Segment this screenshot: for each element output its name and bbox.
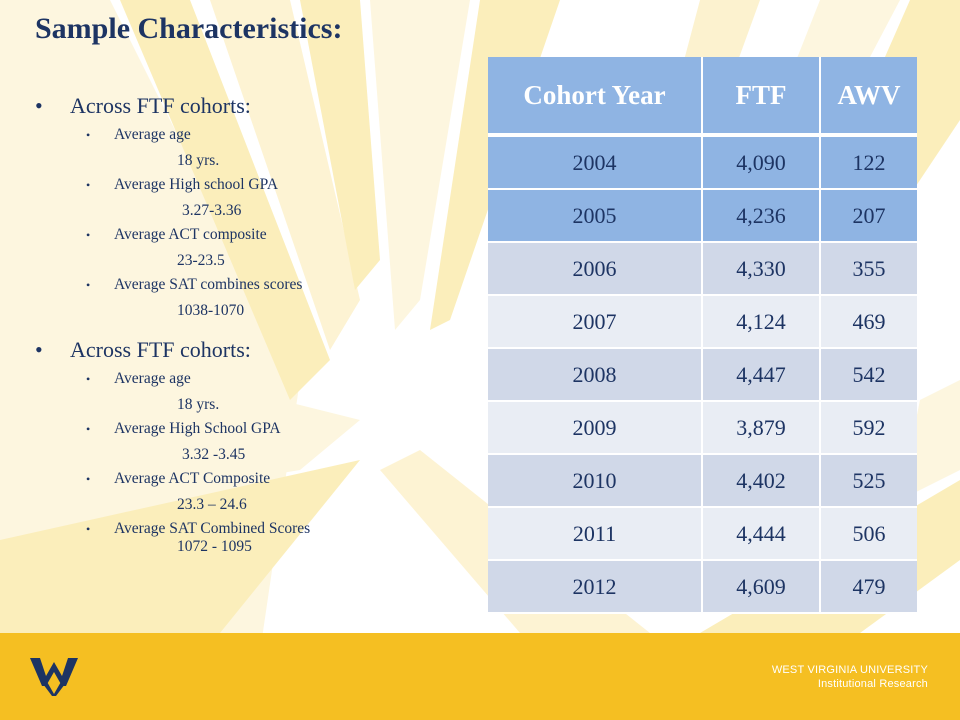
table-cell: 4,236: [702, 189, 821, 243]
bullet-icon: •: [35, 337, 43, 362]
table-row: 2005 4,236 207: [488, 189, 917, 243]
wv-logo-icon: [30, 658, 78, 696]
university-label: WEST VIRGINIA UNIVERSITY Institutional R…: [772, 663, 928, 691]
table-cell: 2004: [488, 135, 703, 190]
bullet-icon: •: [86, 178, 91, 192]
bullet-icon: •: [35, 93, 43, 118]
list-item-value: 23-23.5: [177, 252, 225, 269]
table-cell: 3,879: [702, 401, 821, 455]
column-header: Cohort Year: [488, 57, 703, 137]
table-cell: 479: [820, 560, 917, 614]
table-cell: 4,124: [702, 295, 821, 349]
table-cell: 542: [820, 348, 917, 402]
cohort-table: Cohort Year FTF AWV 2004 4,090 122 2005 …: [488, 57, 917, 614]
department-name: Institutional Research: [817, 678, 928, 690]
table-row: 2009 3,879 592: [488, 401, 917, 455]
list-item-value: 18 yrs.: [177, 152, 220, 169]
table-row: 2011 4,444 506: [488, 507, 917, 561]
cohort-group-1: • Across FTF cohorts: • Average age 18 yr…: [35, 92, 455, 320]
list-item-value: 23.3 – 24.6: [177, 496, 247, 513]
table-cell: 2006: [488, 242, 703, 296]
table-row: 2012 4,609 479: [488, 560, 917, 614]
column-header: FTF: [702, 57, 821, 137]
table-cell: 592: [820, 401, 917, 455]
list-item-value: 1038-1070: [177, 302, 245, 319]
characteristics-list: • Across FTF cohorts: • Average age 18 yr…: [35, 92, 455, 556]
table-cell: 4,090: [702, 135, 821, 190]
table-row: 2006 4,330 355: [488, 242, 917, 296]
list-item: • Average age: [86, 126, 191, 143]
table-cell: 506: [820, 507, 917, 561]
group-heading: • Across FTF cohorts:: [35, 93, 251, 118]
university-name: WEST VIRGINIA UNIVERSITY: [771, 664, 928, 676]
table-row: 2008 4,447 542: [488, 348, 917, 402]
bullet-icon: •: [86, 278, 91, 292]
table-cell: 2011: [488, 507, 703, 561]
table-cell: 2008: [488, 348, 703, 402]
table-row: 2007 4,124 469: [488, 295, 917, 349]
table-header-row: Cohort Year FTF AWV: [488, 57, 917, 137]
bullet-icon: •: [86, 472, 91, 486]
list-item-value: 18 yrs.: [177, 396, 220, 413]
group-heading: • Across FTF cohorts:: [35, 337, 251, 362]
table-row: 2004 4,090 122: [488, 135, 917, 190]
table-cell: 4,330: [702, 242, 821, 296]
table-cell: 2005: [488, 189, 703, 243]
table-cell: 4,444: [702, 507, 821, 561]
bullet-icon: •: [86, 422, 91, 436]
list-item: • Average SAT combines scores: [86, 276, 303, 293]
column-header: AWV: [820, 57, 917, 137]
list-item: • Average ACT Composite: [86, 470, 271, 487]
list-item-value: 1072 - 1095: [177, 538, 252, 555]
table-cell: 469: [820, 295, 917, 349]
table-cell: 525: [820, 454, 917, 508]
list-item: • Average SAT Combined Scores: [86, 520, 311, 537]
table-cell: 2009: [488, 401, 703, 455]
list-item: • Average ACT composite: [86, 226, 267, 243]
table-cell: 355: [820, 242, 917, 296]
table-cell: 2012: [488, 560, 703, 614]
table-cell: 2007: [488, 295, 703, 349]
page-title: Sample Characteristics:: [35, 12, 343, 45]
bullet-icon: •: [86, 228, 91, 242]
list-item-value: 3.27-3.36: [182, 202, 242, 219]
table-cell: 122: [820, 135, 917, 190]
table-row: 2010 4,402 525: [488, 454, 917, 508]
table-cell: 4,447: [702, 348, 821, 402]
footer-bar: WEST VIRGINIA UNIVERSITY Institutional R…: [0, 633, 960, 720]
bullet-icon: •: [86, 372, 91, 386]
table-cell: 4,609: [702, 560, 821, 614]
list-item-value: 3.32 -3.45: [182, 446, 246, 463]
list-item: • Average High School GPA: [86, 420, 281, 437]
table-cell: 2010: [488, 454, 703, 508]
cohort-group-2: • Across FTF cohorts: • Average age 18 yr…: [35, 336, 455, 556]
bullet-icon: •: [86, 128, 91, 142]
list-item: • Average High school GPA: [86, 176, 279, 193]
table-cell: 207: [820, 189, 917, 243]
list-item: • Average age: [86, 370, 191, 387]
table-cell: 4,402: [702, 454, 821, 508]
bullet-icon: •: [86, 522, 91, 536]
